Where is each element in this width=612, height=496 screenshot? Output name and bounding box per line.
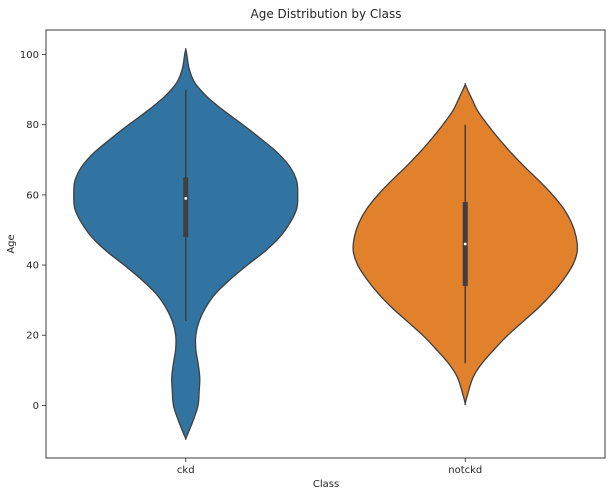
y-tick-label: 40 bbox=[26, 261, 39, 272]
y-tick-label: 60 bbox=[26, 190, 39, 201]
y-tick-label: 0 bbox=[33, 401, 39, 412]
x-axis: ckd notckd bbox=[177, 458, 482, 476]
y-tick-label: 100 bbox=[20, 50, 39, 61]
violin-iqr-box-ckd bbox=[183, 177, 189, 237]
y-tick-label: 20 bbox=[26, 331, 39, 342]
x-tick-label: ckd bbox=[177, 465, 195, 476]
y-axis: 0 20 40 60 80 100 bbox=[20, 50, 46, 412]
y-axis-label: Age bbox=[6, 234, 17, 253]
violin-median-ckd bbox=[184, 196, 188, 200]
violin-median-notckd bbox=[463, 242, 467, 246]
plot-area bbox=[73, 47, 579, 441]
plot-frame bbox=[45, 29, 606, 459]
x-axis-label: Class bbox=[313, 479, 339, 490]
x-tick-label: notckd bbox=[448, 465, 482, 476]
chart-title: Age Distribution by Class bbox=[251, 7, 402, 21]
y-tick-label: 80 bbox=[26, 120, 39, 131]
